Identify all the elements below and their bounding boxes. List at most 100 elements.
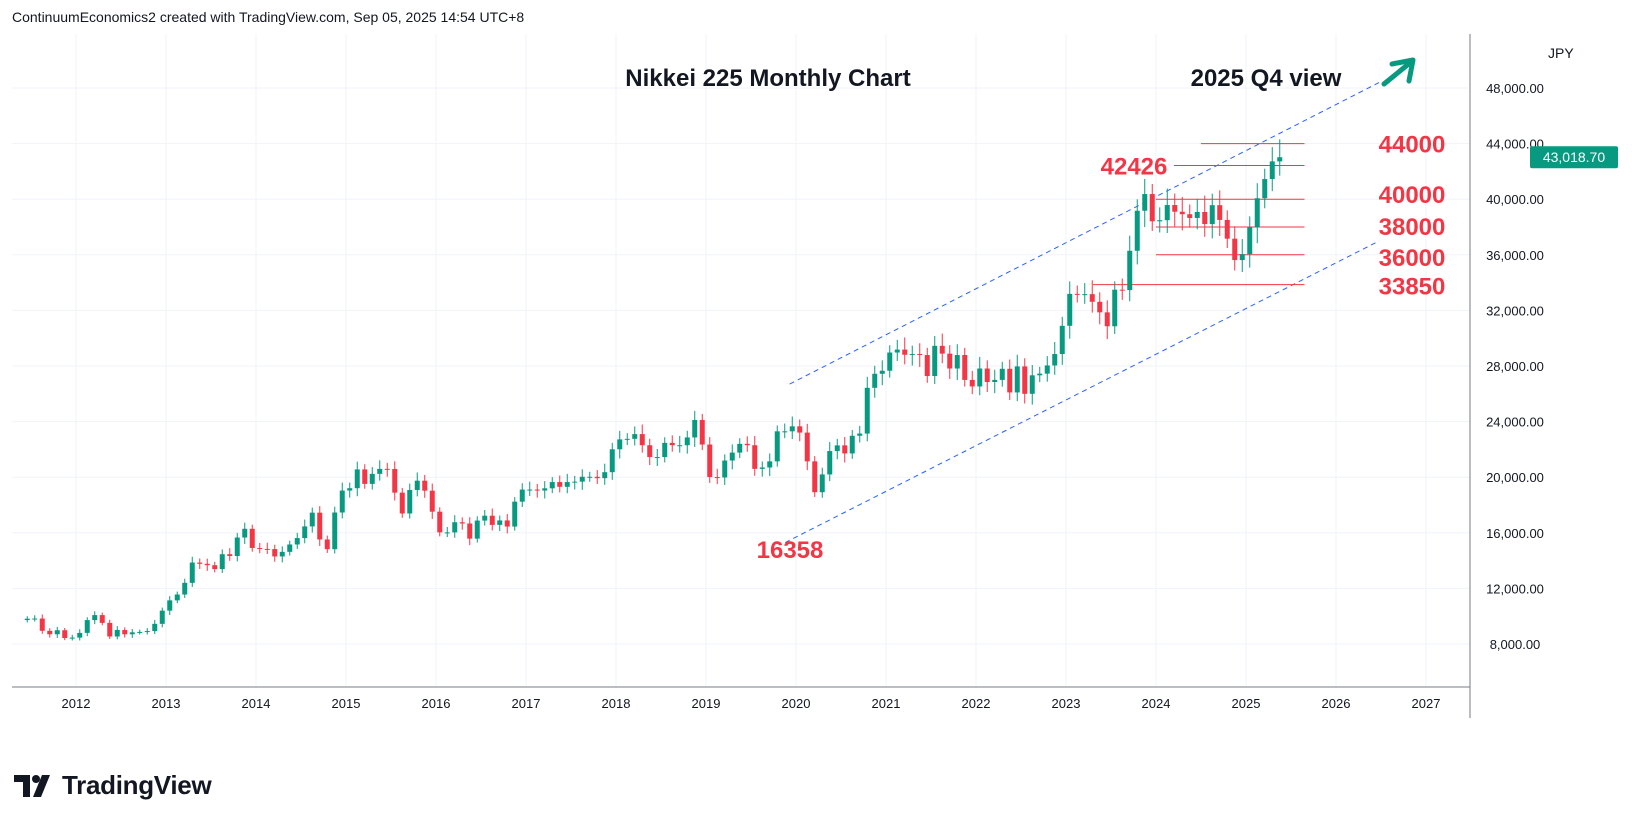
candle-body bbox=[174, 594, 180, 601]
candle-body bbox=[227, 554, 233, 557]
candle-body bbox=[1164, 205, 1170, 221]
candle-body bbox=[774, 431, 780, 462]
x-tick-label: 2013 bbox=[152, 696, 181, 711]
candle-body bbox=[197, 562, 203, 564]
candle-body bbox=[279, 551, 285, 557]
arrow-up-right-icon bbox=[1381, 57, 1416, 87]
candle-body bbox=[632, 434, 638, 439]
y-tick-label: 16,000.00 bbox=[1486, 526, 1544, 541]
candle-body bbox=[594, 476, 600, 479]
candle-body bbox=[669, 442, 675, 446]
candle-body bbox=[902, 349, 908, 355]
candle-body bbox=[1134, 210, 1140, 251]
level-label-38000: 38000 bbox=[1379, 214, 1446, 241]
candle-body bbox=[519, 489, 525, 502]
candle-body bbox=[219, 554, 225, 570]
candle-body bbox=[452, 522, 458, 533]
level-label-40000: 40000 bbox=[1379, 182, 1446, 209]
candle-body bbox=[662, 442, 668, 458]
candle-body bbox=[1112, 289, 1118, 327]
candle-body bbox=[1119, 289, 1125, 291]
y-tick-label: 40,000.00 bbox=[1486, 192, 1544, 207]
level-label-33850: 33850 bbox=[1379, 274, 1446, 301]
candle-body bbox=[827, 451, 833, 475]
chart-title: Nikkei 225 Monthly Chart bbox=[625, 65, 910, 92]
candle-body bbox=[437, 511, 443, 533]
candle-body bbox=[1194, 211, 1200, 218]
candle-body bbox=[167, 600, 173, 611]
candle-body bbox=[414, 480, 420, 490]
candle-body bbox=[542, 488, 548, 491]
x-tick-label: 2018 bbox=[602, 696, 631, 711]
candle-body bbox=[474, 520, 480, 539]
candle-body bbox=[699, 419, 705, 445]
candle-body bbox=[834, 445, 840, 452]
candle-body bbox=[1104, 312, 1110, 327]
candle-body bbox=[107, 622, 113, 637]
candle-body bbox=[767, 461, 773, 468]
candle-body bbox=[339, 490, 345, 513]
candle-body bbox=[482, 515, 488, 521]
x-tick-label: 2021 bbox=[872, 696, 901, 711]
x-tick-label: 2015 bbox=[332, 696, 361, 711]
chart-axes: 8,000.00 12,000.00 16,000.00 20,000.00 24,00… bbox=[12, 34, 1544, 718]
x-tick-label: 2026 bbox=[1322, 696, 1351, 711]
x-tick-label: 2020 bbox=[782, 696, 811, 711]
candle-body bbox=[999, 368, 1005, 380]
candle-body bbox=[984, 368, 990, 382]
candle-body bbox=[384, 468, 390, 470]
price-chart[interactable]: 8,000.00 12,000.00 16,000.00 20,000.00 24,00… bbox=[0, 0, 1632, 740]
candle-body bbox=[1127, 250, 1133, 291]
candle-body bbox=[1029, 375, 1035, 394]
y-tick-label: 48,000.00 bbox=[1486, 81, 1544, 96]
level-label-16358: 16358 bbox=[757, 537, 824, 564]
candle-body bbox=[812, 461, 818, 493]
candle-body bbox=[1224, 219, 1230, 239]
candle-body bbox=[362, 469, 368, 484]
y-tick-label: 36,000.00 bbox=[1486, 248, 1544, 263]
x-tick-label: 2014 bbox=[242, 696, 271, 711]
candle-body bbox=[309, 512, 315, 527]
candle-body bbox=[62, 630, 68, 639]
y-tick-label: 44,000.00 bbox=[1486, 137, 1544, 152]
candle-body bbox=[77, 632, 83, 638]
candle-body bbox=[1074, 293, 1080, 295]
candle-body bbox=[1247, 227, 1253, 255]
tradingview-logo-icon bbox=[14, 774, 50, 797]
candle-body bbox=[684, 437, 690, 446]
y-tick-label: 20,000.00 bbox=[1486, 470, 1544, 485]
x-tick-label: 2025 bbox=[1232, 696, 1261, 711]
candle-body bbox=[917, 354, 923, 356]
y-tick-label: 8,000.00 bbox=[1490, 637, 1541, 652]
candle-body bbox=[609, 449, 615, 473]
grid-lines bbox=[12, 34, 1470, 687]
candle-body bbox=[369, 473, 375, 484]
currency-label: JPY bbox=[1548, 45, 1574, 61]
tradingview-logo[interactable]: TradingView bbox=[14, 770, 212, 801]
channel-upper-line bbox=[789, 81, 1380, 385]
candle-body bbox=[947, 353, 953, 369]
candle-body bbox=[512, 501, 518, 527]
candle-body bbox=[1232, 238, 1238, 261]
candle-body bbox=[1052, 354, 1058, 366]
candle-body bbox=[939, 345, 945, 354]
y-tick-label: 12,000.00 bbox=[1486, 581, 1544, 596]
candle-body bbox=[354, 469, 360, 489]
candle-body bbox=[1172, 205, 1178, 212]
candle-body bbox=[1142, 194, 1148, 211]
x-tick-label: 2027 bbox=[1412, 696, 1441, 711]
candle-body bbox=[1209, 205, 1215, 225]
candle-body bbox=[579, 476, 585, 482]
candle-body bbox=[692, 419, 698, 438]
y-tick-label: 24,000.00 bbox=[1486, 415, 1544, 430]
candlesticks bbox=[24, 139, 1283, 641]
level-label-44000: 44000 bbox=[1379, 132, 1446, 159]
candle-body bbox=[1239, 254, 1245, 261]
candle-body bbox=[54, 630, 60, 635]
chart-header: ContinuumEconomics2 created with Trading… bbox=[12, 9, 525, 25]
candle-body bbox=[969, 379, 975, 387]
x-tick-label: 2017 bbox=[512, 696, 541, 711]
candle-body bbox=[444, 532, 450, 534]
candle-body bbox=[602, 472, 608, 479]
candle-body bbox=[204, 563, 210, 566]
